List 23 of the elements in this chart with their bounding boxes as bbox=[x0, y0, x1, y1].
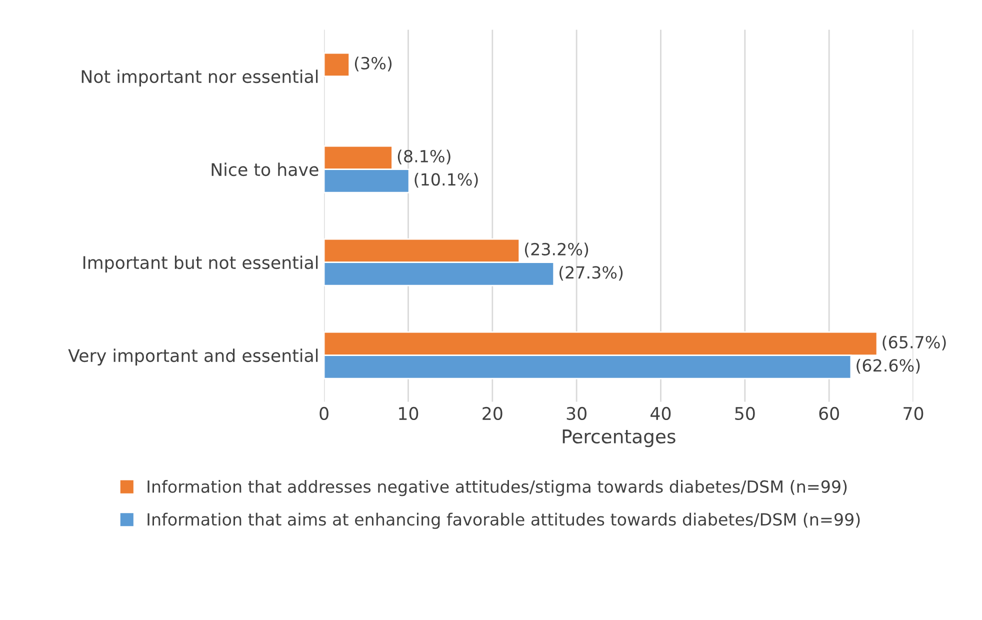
x-tick-label: 60 bbox=[819, 406, 839, 420]
x-axis-title: Percentages bbox=[562, 430, 676, 448]
legend-label: Information that addresses negative attitudes/stigma towards diabetes/DSM (n=99) bbox=[148, 480, 847, 496]
x-tick-label: 20 bbox=[482, 406, 502, 420]
data-label: (65.7%) bbox=[882, 336, 946, 350]
data-label: (27.3%) bbox=[559, 266, 623, 281]
y-tick-label: Very important and essential bbox=[68, 348, 318, 366]
x-tick-label: 50 bbox=[735, 406, 755, 420]
x-tick-label: 0 bbox=[320, 406, 328, 420]
x-tick-label: 30 bbox=[566, 406, 586, 420]
y-tick-label: Important but not essential bbox=[83, 256, 318, 272]
y-tick-label: Not important nor essential bbox=[82, 70, 318, 86]
x-tick-label: 10 bbox=[399, 406, 418, 420]
data-label: (62.6%) bbox=[856, 358, 920, 374]
data-label: (10.1%) bbox=[414, 172, 478, 188]
x-tick-label: 40 bbox=[650, 406, 671, 420]
data-label: (23.2%) bbox=[524, 242, 588, 258]
legend-label: Information that aims at enhancing favorable attitudes towards diabetes/DSM (n=99) bbox=[148, 512, 860, 529]
bar bbox=[324, 52, 350, 77]
data-label: (8.1%) bbox=[398, 150, 450, 164]
y-tick-label: Nice to have bbox=[212, 162, 318, 176]
x-tick-label: 70 bbox=[904, 406, 924, 420]
data-label: (3%) bbox=[354, 56, 392, 72]
